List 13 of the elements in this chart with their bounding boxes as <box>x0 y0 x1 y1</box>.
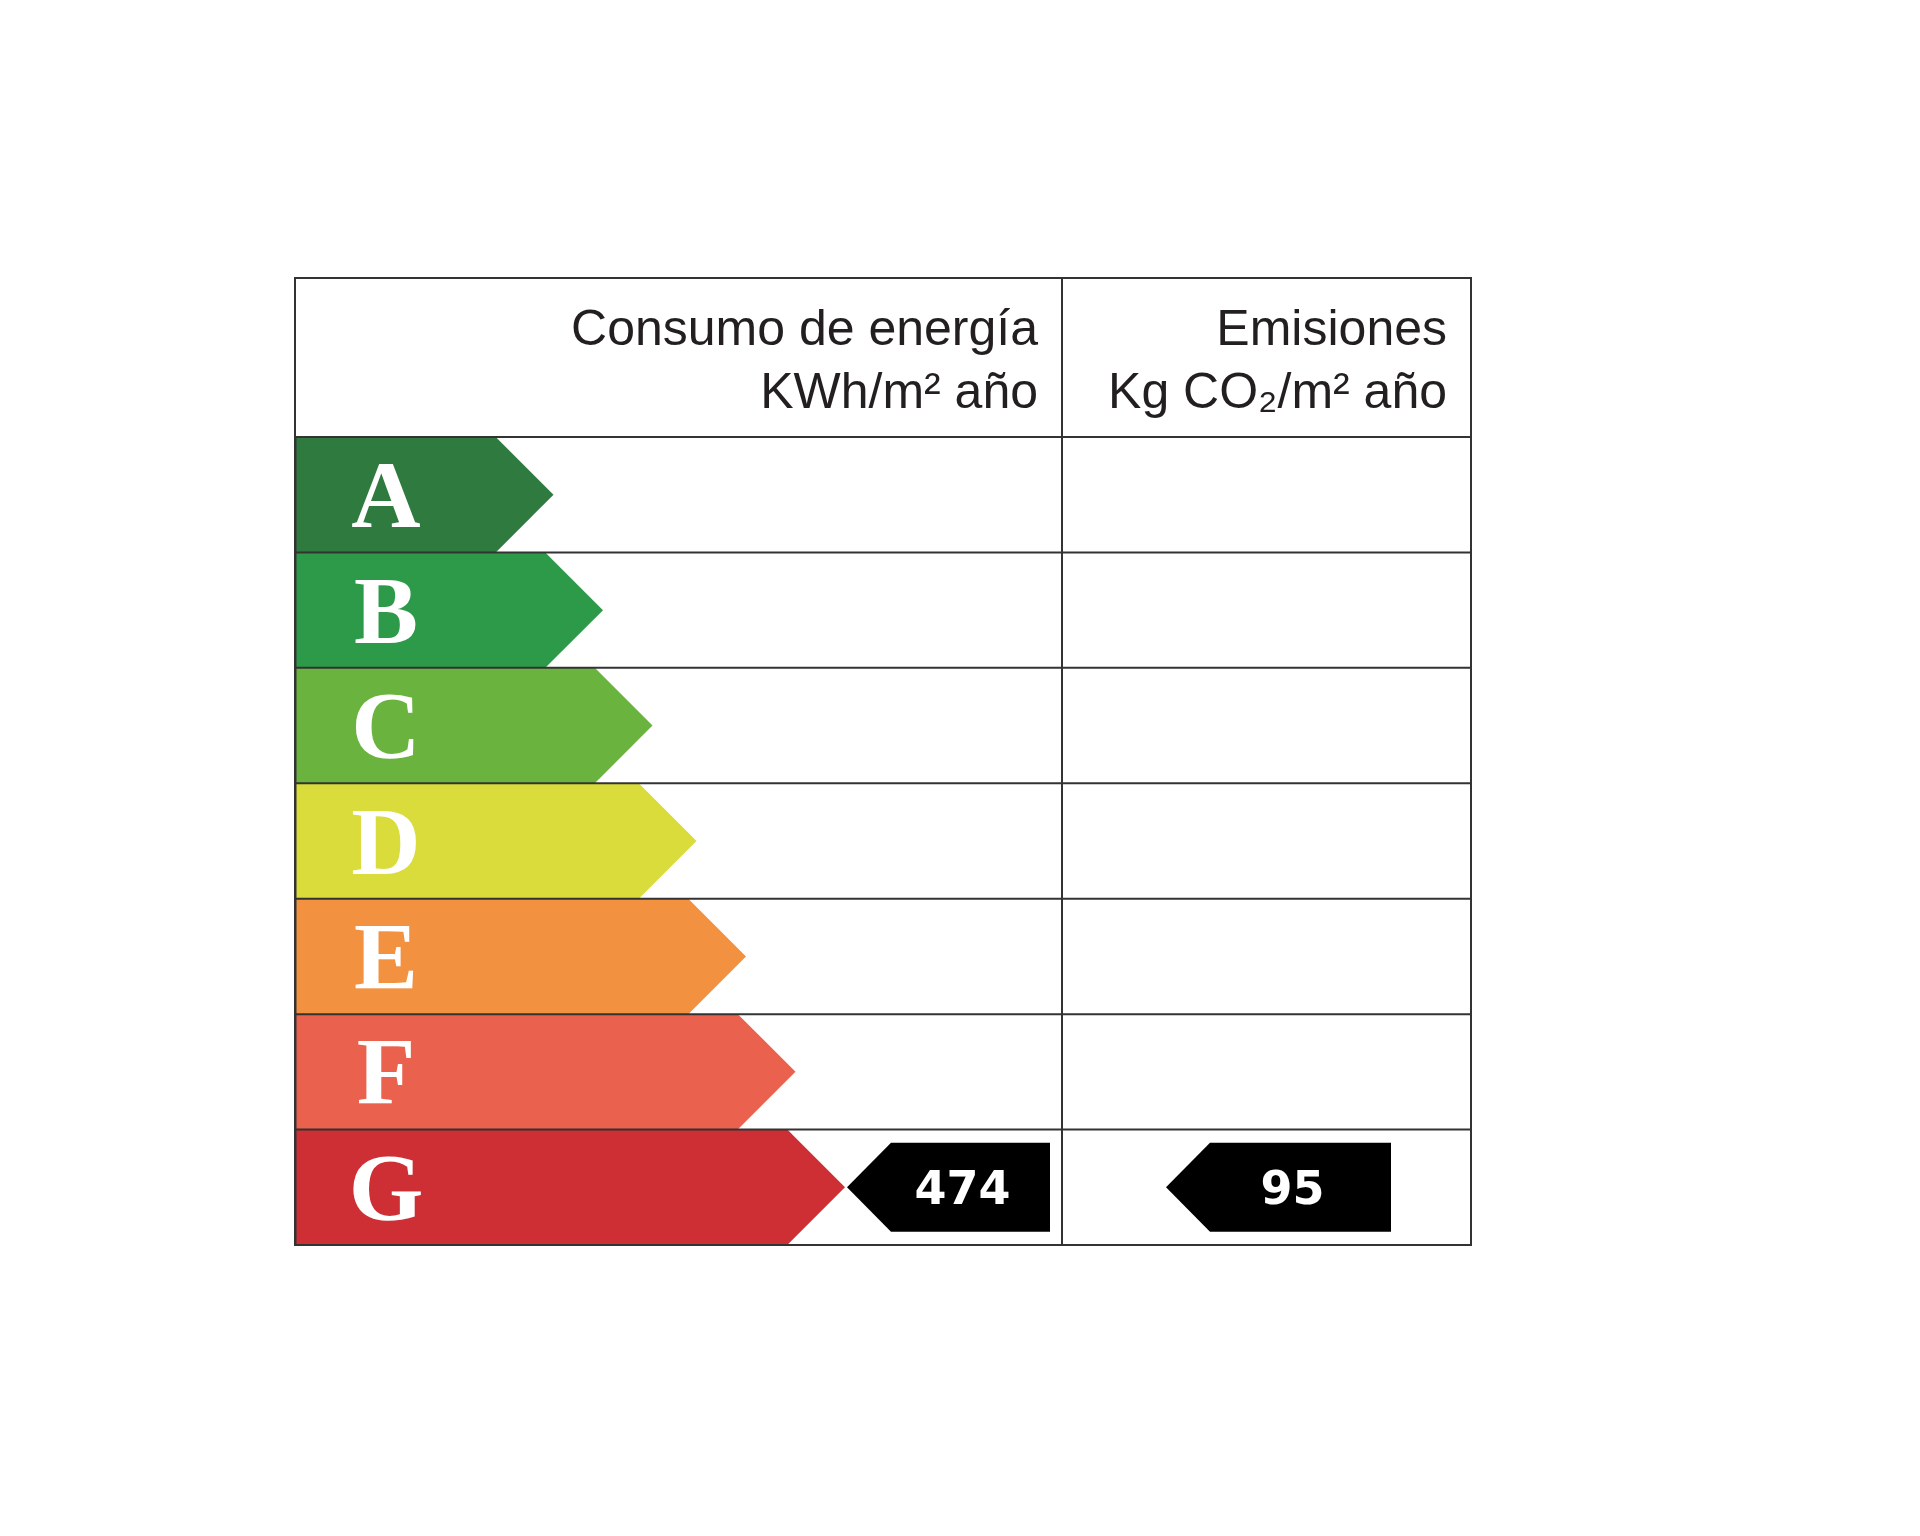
text: Emisiones Kg CO₂/m² año <box>1108 300 1447 419</box>
y-tick-label: D <box>351 787 421 895</box>
y-tick-label: A <box>351 441 421 549</box>
y-tick-label: F <box>356 1018 416 1126</box>
y-tick-label: C <box>351 672 421 780</box>
text: 95 <box>1260 1160 1325 1215</box>
y-tick-label: B <box>353 556 419 664</box>
bar <box>295 898 746 1015</box>
text: Consumo de energía KWh/m² año <box>571 300 1039 419</box>
y-tick-label: G <box>348 1133 424 1241</box>
y-tick-label: E <box>353 903 419 1011</box>
text: 474 <box>914 1160 1011 1215</box>
bar <box>295 1014 796 1130</box>
